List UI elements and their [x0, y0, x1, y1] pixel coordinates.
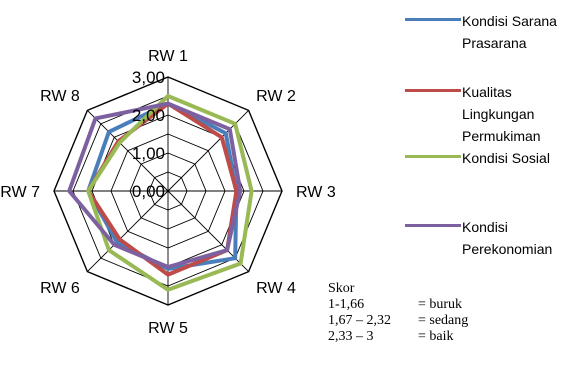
tick-label: 0,00: [132, 182, 165, 201]
category-label: RW 3: [296, 184, 336, 201]
tick-label: 2,00: [132, 106, 165, 125]
legend-label-line: Permukiman: [462, 128, 541, 144]
score-range: 1-1,66: [328, 297, 365, 312]
series-line: [67, 101, 243, 269]
legend-label-line: Lingkungan: [462, 106, 535, 122]
score-category: = buruk: [418, 297, 463, 312]
score-row: 1-1,66 = buruk: [328, 297, 462, 313]
legend-swatch: [405, 224, 461, 227]
score-category: = sedang: [418, 313, 469, 328]
legend-swatch: [405, 18, 461, 21]
score-range: 1,67 – 2,32: [328, 313, 391, 328]
legend-label-line: Perekonomian: [462, 241, 553, 257]
legend-label-line: Kondisi Sarana: [462, 13, 557, 29]
category-label: RW 1: [148, 48, 188, 65]
category-label: RW 6: [40, 280, 80, 297]
series-line: [86, 94, 254, 292]
legend-label-line: Kondisi: [462, 219, 508, 235]
score-title: Skor: [328, 281, 355, 296]
score-row: 2,33 – 3 = baik: [328, 329, 454, 345]
category-label: RW 2: [256, 88, 296, 105]
grid-spoke: [87, 110, 169, 192]
grid-spoke: [87, 190, 169, 272]
score-legend: Skor 1-1,66 = buruk 1,67 – 2,32 = sedang…: [328, 281, 468, 345]
category-label: RW 8: [40, 88, 80, 105]
legend-label-line: Prasarana: [462, 35, 527, 51]
legend-label-line: Kondisi Sosial: [462, 150, 550, 166]
score-category: = baik: [418, 329, 454, 344]
tick-label: 1,00: [132, 144, 165, 163]
legend-swatch: [405, 155, 461, 158]
score-range: 2,33 – 3: [328, 329, 374, 344]
score-row: 1,67 – 2,32 = sedang: [328, 313, 468, 329]
category-label: RW 4: [256, 280, 296, 297]
category-label: RW 5: [148, 320, 188, 337]
legend-swatch: [405, 89, 461, 92]
legend-label-line: Kualitas: [462, 84, 512, 100]
tick-label: 3,00: [132, 68, 165, 87]
category-label: RW 7: [0, 184, 40, 201]
